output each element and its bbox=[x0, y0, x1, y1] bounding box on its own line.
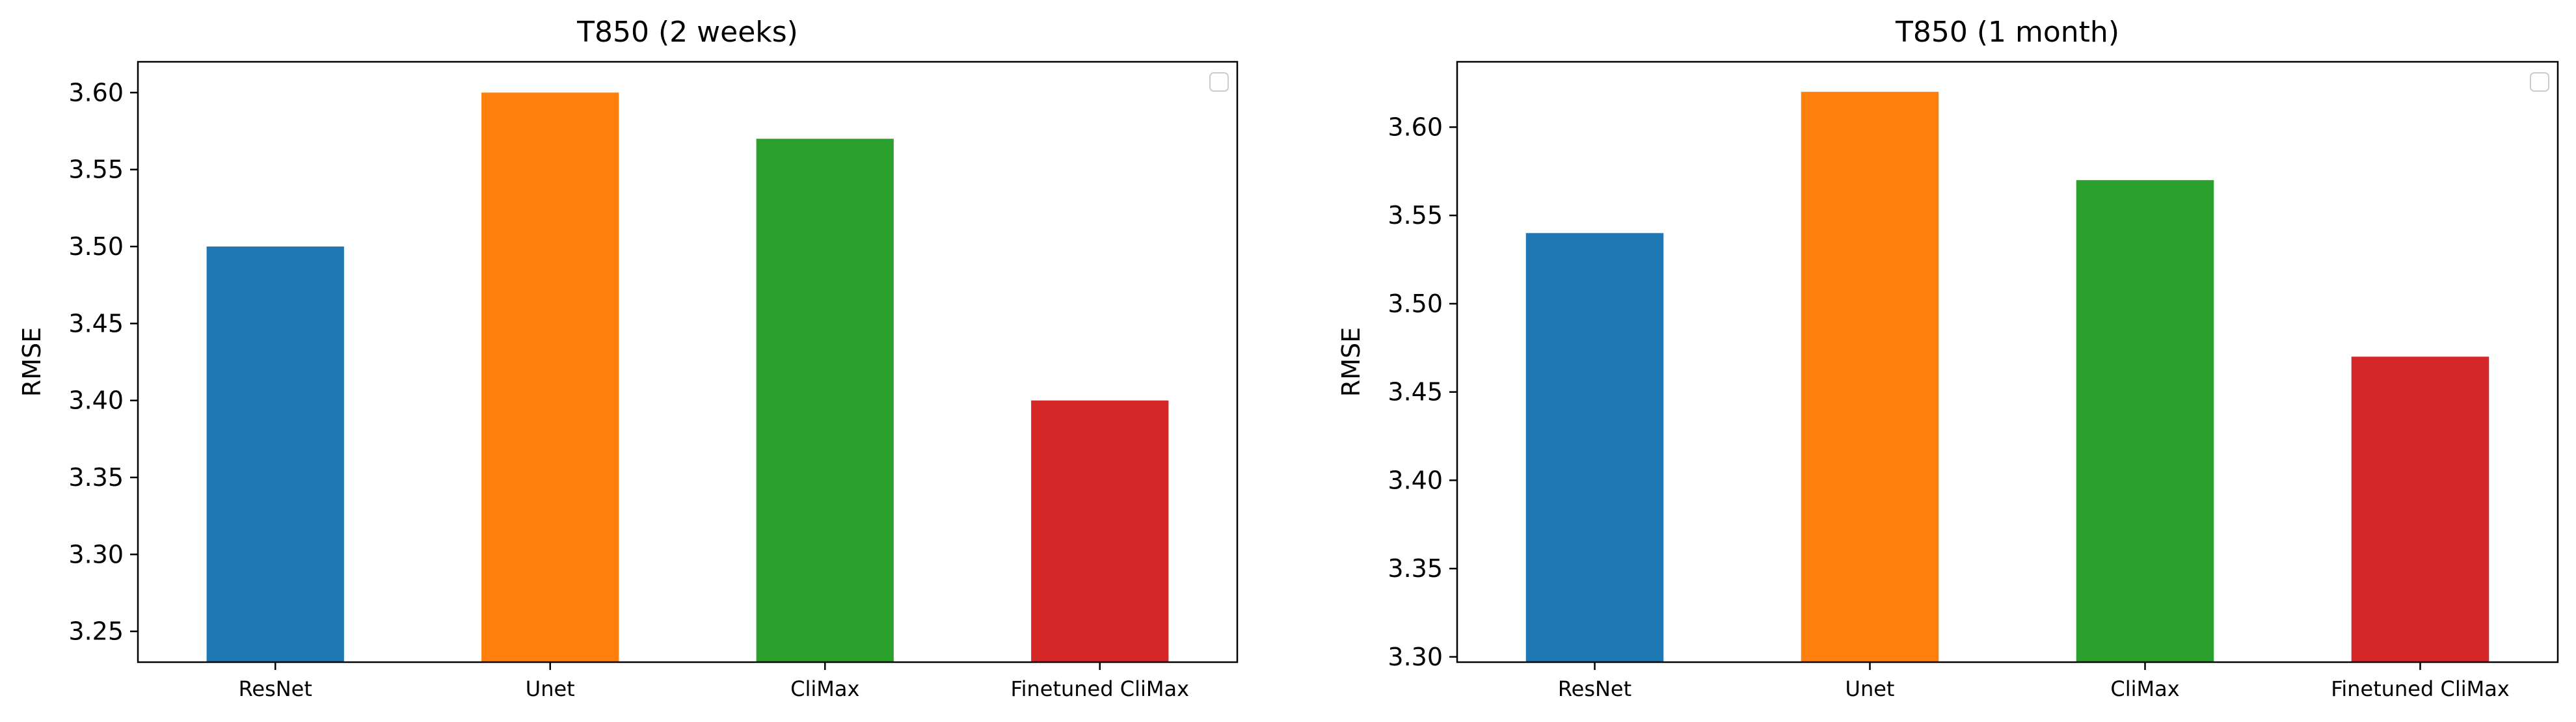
y-tick-label: 3.45 bbox=[68, 309, 124, 338]
y-tick-label: 3.25 bbox=[68, 617, 124, 646]
x-tick-label: ResNet bbox=[1558, 676, 1631, 701]
bar-climax bbox=[2076, 180, 2214, 663]
y-tick-label: 3.40 bbox=[1388, 466, 1443, 494]
legend-box bbox=[1209, 72, 1229, 92]
x-tick-label: CliMax bbox=[790, 676, 859, 701]
x-tick-label: CliMax bbox=[2110, 676, 2179, 701]
legend-box bbox=[2530, 72, 2549, 92]
x-tick-label: Unet bbox=[526, 676, 575, 701]
y-tick-label: 3.55 bbox=[68, 155, 124, 184]
chart-title: T850 (1 month) bbox=[1895, 16, 2119, 49]
x-tick-label: Finetuned CliMax bbox=[2331, 676, 2510, 701]
y-tick-label: 3.60 bbox=[1388, 113, 1443, 141]
plot-frame bbox=[1456, 60, 2559, 663]
chart-t850-1-month: T850 (1 month) RMSE 3.30 3.35 3.40 3.45 3.50… bbox=[1337, 16, 2559, 701]
bars bbox=[1525, 92, 2489, 663]
plot-frame bbox=[137, 60, 1239, 663]
bars bbox=[206, 92, 1169, 663]
x-tick-label: ResNet bbox=[239, 676, 312, 701]
y-tick-label: 3.35 bbox=[68, 463, 124, 492]
chart-t850-2-weeks: T850 (2 weeks) RMSE 3.25 3.30 3.35 3.40 3.45… bbox=[18, 16, 1239, 701]
y-tick-label: 3.60 bbox=[68, 78, 124, 107]
y-tick-label: 3.35 bbox=[1388, 554, 1443, 583]
y-axis-label: RMSE bbox=[1337, 327, 1365, 397]
x-tick-label: Finetuned CliMax bbox=[1011, 676, 1190, 701]
bar-climax bbox=[756, 139, 894, 663]
y-tick-label: 3.45 bbox=[1388, 378, 1443, 407]
chart-title: T850 (2 weeks) bbox=[576, 16, 798, 49]
bar-finetuned-climax bbox=[1031, 400, 1169, 662]
y-axis-ticks: 3.30 3.35 3.40 3.45 3.50 3.55 3.60 bbox=[1388, 113, 1457, 671]
y-tick-label: 3.30 bbox=[68, 540, 124, 568]
y-tick-label: 3.50 bbox=[1388, 289, 1443, 318]
x-tick-label: Unet bbox=[1845, 676, 1895, 701]
y-axis-ticks: 3.25 3.30 3.35 3.40 3.45 3.50 3.55 3.60 bbox=[68, 78, 138, 646]
y-tick-label: 3.50 bbox=[68, 232, 124, 261]
bar-resnet bbox=[1525, 233, 1664, 662]
y-tick-label: 3.30 bbox=[1388, 643, 1443, 671]
bar-unet bbox=[481, 92, 619, 663]
y-tick-label: 3.55 bbox=[1388, 201, 1443, 230]
x-axis-ticks: ResNet Unet CliMax Finetuned CliMax bbox=[239, 662, 1189, 701]
bar-unet bbox=[1801, 92, 1939, 662]
y-tick-label: 3.40 bbox=[68, 386, 124, 415]
x-axis-ticks: ResNet Unet CliMax Finetuned CliMax bbox=[1558, 662, 2510, 701]
y-axis-label: RMSE bbox=[18, 327, 46, 397]
bar-resnet bbox=[206, 247, 344, 662]
bar-finetuned-climax bbox=[2351, 356, 2489, 662]
